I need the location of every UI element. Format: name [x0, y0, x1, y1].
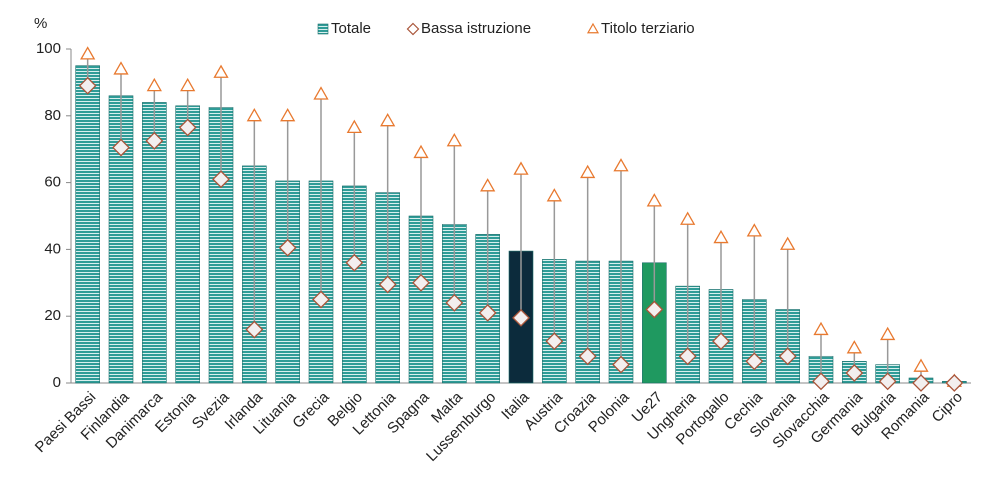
triangle-marker	[413, 144, 429, 159]
y-tick-label: 100	[36, 40, 61, 57]
diamond-marker	[912, 374, 930, 392]
triangle-marker	[713, 229, 729, 244]
triangle-marker	[580, 164, 596, 179]
triangle-marker	[313, 86, 329, 100]
legend-swatch	[317, 23, 329, 35]
diamond-marker	[712, 332, 730, 351]
triangle-marker	[613, 158, 629, 172]
triangle-marker	[346, 119, 362, 134]
diamond-marker	[645, 300, 664, 319]
y-tick-label: 40	[44, 240, 61, 257]
bar	[75, 65, 100, 384]
triangle-marker	[446, 133, 462, 147]
triangle-marker	[780, 236, 796, 250]
legend-swatch	[586, 22, 600, 34]
diamond-marker	[212, 170, 230, 189]
triangle-marker	[746, 223, 762, 237]
diamond-marker	[378, 275, 397, 294]
bar	[175, 105, 200, 384]
y-unit: %	[34, 15, 47, 32]
legend-label: Titolo terziario	[601, 20, 695, 37]
legend-label: Bassa istruzione	[421, 20, 531, 37]
triangle-marker	[146, 77, 162, 92]
diamond-marker	[612, 355, 630, 374]
diamond-marker	[112, 138, 130, 157]
triangle-marker	[880, 326, 896, 341]
diamond-marker	[812, 372, 830, 391]
triangle-marker	[246, 107, 262, 122]
y-tick-label: 20	[44, 307, 61, 324]
triangle-marker	[813, 321, 829, 336]
triangle-marker	[646, 193, 662, 207]
triangle-marker	[80, 46, 96, 60]
diamond-marker	[945, 374, 964, 392]
diamond-marker	[278, 238, 297, 257]
diamond-marker	[445, 293, 464, 312]
y-tick-label: 0	[53, 374, 61, 391]
diamond-marker	[845, 364, 864, 382]
diamond-marker	[678, 347, 697, 366]
legend-label: Totale	[331, 20, 371, 37]
diamond-marker	[78, 76, 97, 95]
diamond-marker	[245, 320, 264, 339]
diamond-marker	[878, 372, 897, 391]
diamond-marker	[345, 253, 364, 272]
diamond-marker	[512, 308, 530, 327]
triangle-marker	[480, 178, 496, 192]
triangle-marker	[213, 64, 229, 78]
diamond-marker	[312, 290, 330, 309]
diamond-marker	[478, 303, 497, 322]
diamond-marker	[578, 347, 597, 366]
triangle-marker	[180, 77, 196, 92]
diamond-marker	[145, 131, 164, 150]
x-tick-label: Cipro	[929, 389, 966, 426]
triangle-marker	[113, 61, 129, 75]
triangle-marker	[280, 107, 296, 122]
diamond-marker	[778, 347, 797, 366]
diamond-marker	[545, 332, 564, 351]
triangle-marker	[846, 340, 862, 354]
triangle-marker	[513, 161, 529, 175]
legend-swatch	[406, 22, 420, 36]
y-tick-label: 60	[44, 174, 61, 191]
y-tick-label: 80	[44, 107, 61, 124]
triangle-marker	[680, 211, 696, 225]
diamond-marker	[412, 273, 430, 292]
triangle-marker	[913, 358, 929, 372]
triangle-marker	[380, 112, 396, 127]
diamond-marker	[178, 118, 197, 137]
x-tick-label: Grecia	[289, 388, 333, 432]
triangle-marker	[546, 188, 562, 202]
diamond-marker	[745, 352, 764, 371]
